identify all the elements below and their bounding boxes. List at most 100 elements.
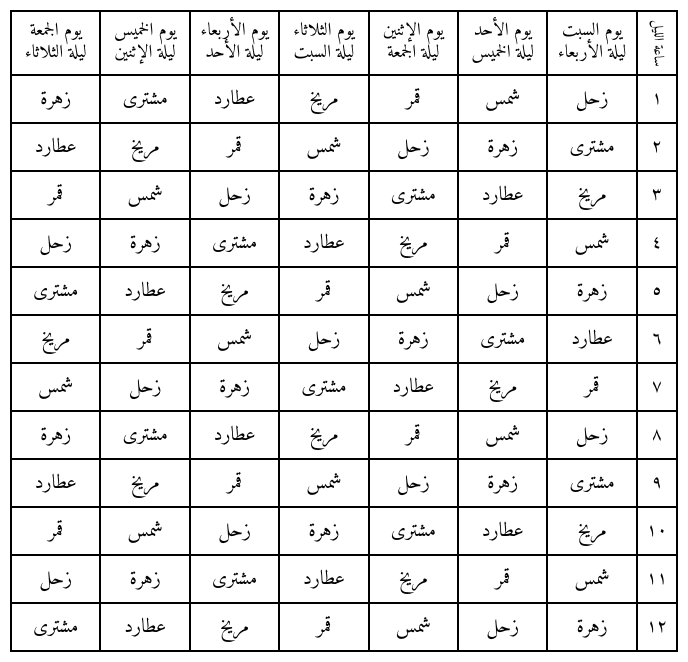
planet-cell: عطارد: [547, 315, 636, 363]
row-number: ١٠: [637, 507, 677, 555]
planet-cell: عطارد: [190, 75, 279, 123]
planet-cell: قمر: [547, 363, 636, 411]
planet-cell: شمس: [547, 555, 636, 603]
header-day-1: يوم الأحدليلة الخميس: [458, 11, 547, 75]
planet-cell: زحل: [547, 75, 636, 123]
planet-cell: مشترى: [11, 603, 100, 651]
planet-cell: شمس: [369, 267, 458, 315]
planet-cell: مشترى: [100, 75, 189, 123]
planet-cell: زحل: [100, 363, 189, 411]
row-number: ١٢: [637, 603, 677, 651]
planet-cell: شمس: [458, 75, 547, 123]
planet-cell: قمر: [190, 123, 279, 171]
planet-cell: مريخ: [458, 363, 547, 411]
planet-cell: عطارد: [458, 507, 547, 555]
planet-cell: شمس: [369, 603, 458, 651]
planet-cell: مشترى: [11, 267, 100, 315]
table-row: ١زحلشمسقمرمريخعطاردمشترىزهرة: [11, 75, 677, 123]
planet-cell: مريخ: [369, 219, 458, 267]
table-row: ١٢زهرةزحلشمسقمرمريخعطاردمشترى: [11, 603, 677, 651]
planet-cell: زحل: [190, 171, 279, 219]
planet-cell: شمس: [279, 123, 368, 171]
planet-cell: عطارد: [279, 555, 368, 603]
planet-cell: قمر: [279, 603, 368, 651]
planet-cell: مريخ: [547, 171, 636, 219]
row-number: ٣: [637, 171, 677, 219]
planet-cell: مريخ: [100, 459, 189, 507]
planet-cell: قمر: [369, 411, 458, 459]
planet-cell: قمر: [458, 555, 547, 603]
planet-cell: زحل: [369, 459, 458, 507]
table-row: ٧قمرمريخعطاردمشترىزهرةزحلشمس: [11, 363, 677, 411]
planet-cell: مريخ: [369, 555, 458, 603]
row-number: ٩: [637, 459, 677, 507]
planet-cell: زحل: [279, 315, 368, 363]
row-number: ١: [637, 75, 677, 123]
planet-cell: عطارد: [369, 363, 458, 411]
planet-cell: زحل: [547, 411, 636, 459]
header-day-6: يوم الجمعةليلة الثلاثاء: [11, 11, 100, 75]
header-day-0: يوم السبتليلة الأربعاء: [547, 11, 636, 75]
row-number: ٧: [637, 363, 677, 411]
table-row: ٥زهرةزحلشمسقمرمريخعطاردمشترى: [11, 267, 677, 315]
header-day-3: يوم الثلاثاءليلة السبت: [279, 11, 368, 75]
row-number: ٤: [637, 219, 677, 267]
planet-cell: زهرة: [279, 507, 368, 555]
planet-cell: قمر: [279, 267, 368, 315]
planet-cell: قمر: [11, 507, 100, 555]
table-row: ٤شمسقمرمريخعطاردمشترىزهرةزحل: [11, 219, 677, 267]
table-row: ٢مشترىزهرةزحلشمسقمرمريخعطارد: [11, 123, 677, 171]
planet-cell: قمر: [100, 315, 189, 363]
planet-cell: زحل: [190, 507, 279, 555]
row-number: ١١: [637, 555, 677, 603]
planet-cell: مريخ: [547, 507, 636, 555]
table-row: ٨زحلشمسقمرمريخعطاردمشترىزهرة: [11, 411, 677, 459]
table-row: ٣مريخعطاردمشترىزهرةزحلشمسقمر: [11, 171, 677, 219]
planet-cell: عطارد: [11, 459, 100, 507]
planet-cell: زهرة: [100, 555, 189, 603]
planet-cell: شمس: [547, 219, 636, 267]
planet-cell: زهرة: [190, 363, 279, 411]
planet-cell: زهرة: [369, 315, 458, 363]
planet-cell: مشترى: [279, 363, 368, 411]
row-number: ٦: [637, 315, 677, 363]
planet-cell: مريخ: [279, 411, 368, 459]
header-day-5: يوم الخميسليلة الإثنين: [100, 11, 189, 75]
planet-cell: زهرة: [458, 123, 547, 171]
planet-cell: مريخ: [190, 603, 279, 651]
planetary-hours-table: ساعة الليل يوم السبتليلة الأربعاء يوم ال…: [10, 10, 678, 652]
planet-cell: زحل: [458, 267, 547, 315]
planet-cell: زحل: [11, 219, 100, 267]
planet-cell: عطارد: [190, 411, 279, 459]
planet-cell: مشترى: [547, 123, 636, 171]
planet-cell: شمس: [279, 459, 368, 507]
planet-cell: مشترى: [190, 219, 279, 267]
planet-cell: عطارد: [100, 267, 189, 315]
table-row: ١٠مريخعطاردمشترىزهرةزحلشمسقمر: [11, 507, 677, 555]
planet-cell: عطارد: [11, 123, 100, 171]
planet-cell: زهرة: [11, 411, 100, 459]
planet-cell: قمر: [369, 75, 458, 123]
planet-cell: شمس: [458, 411, 547, 459]
planet-cell: مشترى: [369, 171, 458, 219]
planet-cell: قمر: [11, 171, 100, 219]
table-row: ٦عطاردمشترىزهرةزحلشمسقمرمريخ: [11, 315, 677, 363]
planet-cell: زهرة: [547, 603, 636, 651]
planet-cell: مريخ: [100, 123, 189, 171]
table-row: ١١شمسقمرمريخعطاردمشترىزهرةزحل: [11, 555, 677, 603]
row-number: ٥: [637, 267, 677, 315]
planet-cell: مشترى: [369, 507, 458, 555]
planet-cell: مريخ: [190, 267, 279, 315]
header-day-4: يوم الأربعاءليلة الأحد: [190, 11, 279, 75]
planet-cell: مريخ: [11, 315, 100, 363]
planet-cell: شمس: [100, 171, 189, 219]
planet-cell: مريخ: [279, 75, 368, 123]
row-number: ٨: [637, 411, 677, 459]
table-row: ٩مشترىزهرةزحلشمسقمرمريخعطارد: [11, 459, 677, 507]
planet-cell: زحل: [11, 555, 100, 603]
planet-cell: شمس: [11, 363, 100, 411]
planet-cell: زهرة: [100, 219, 189, 267]
planet-cell: مشترى: [100, 411, 189, 459]
planet-cell: مشترى: [547, 459, 636, 507]
planet-cell: زهرة: [279, 171, 368, 219]
